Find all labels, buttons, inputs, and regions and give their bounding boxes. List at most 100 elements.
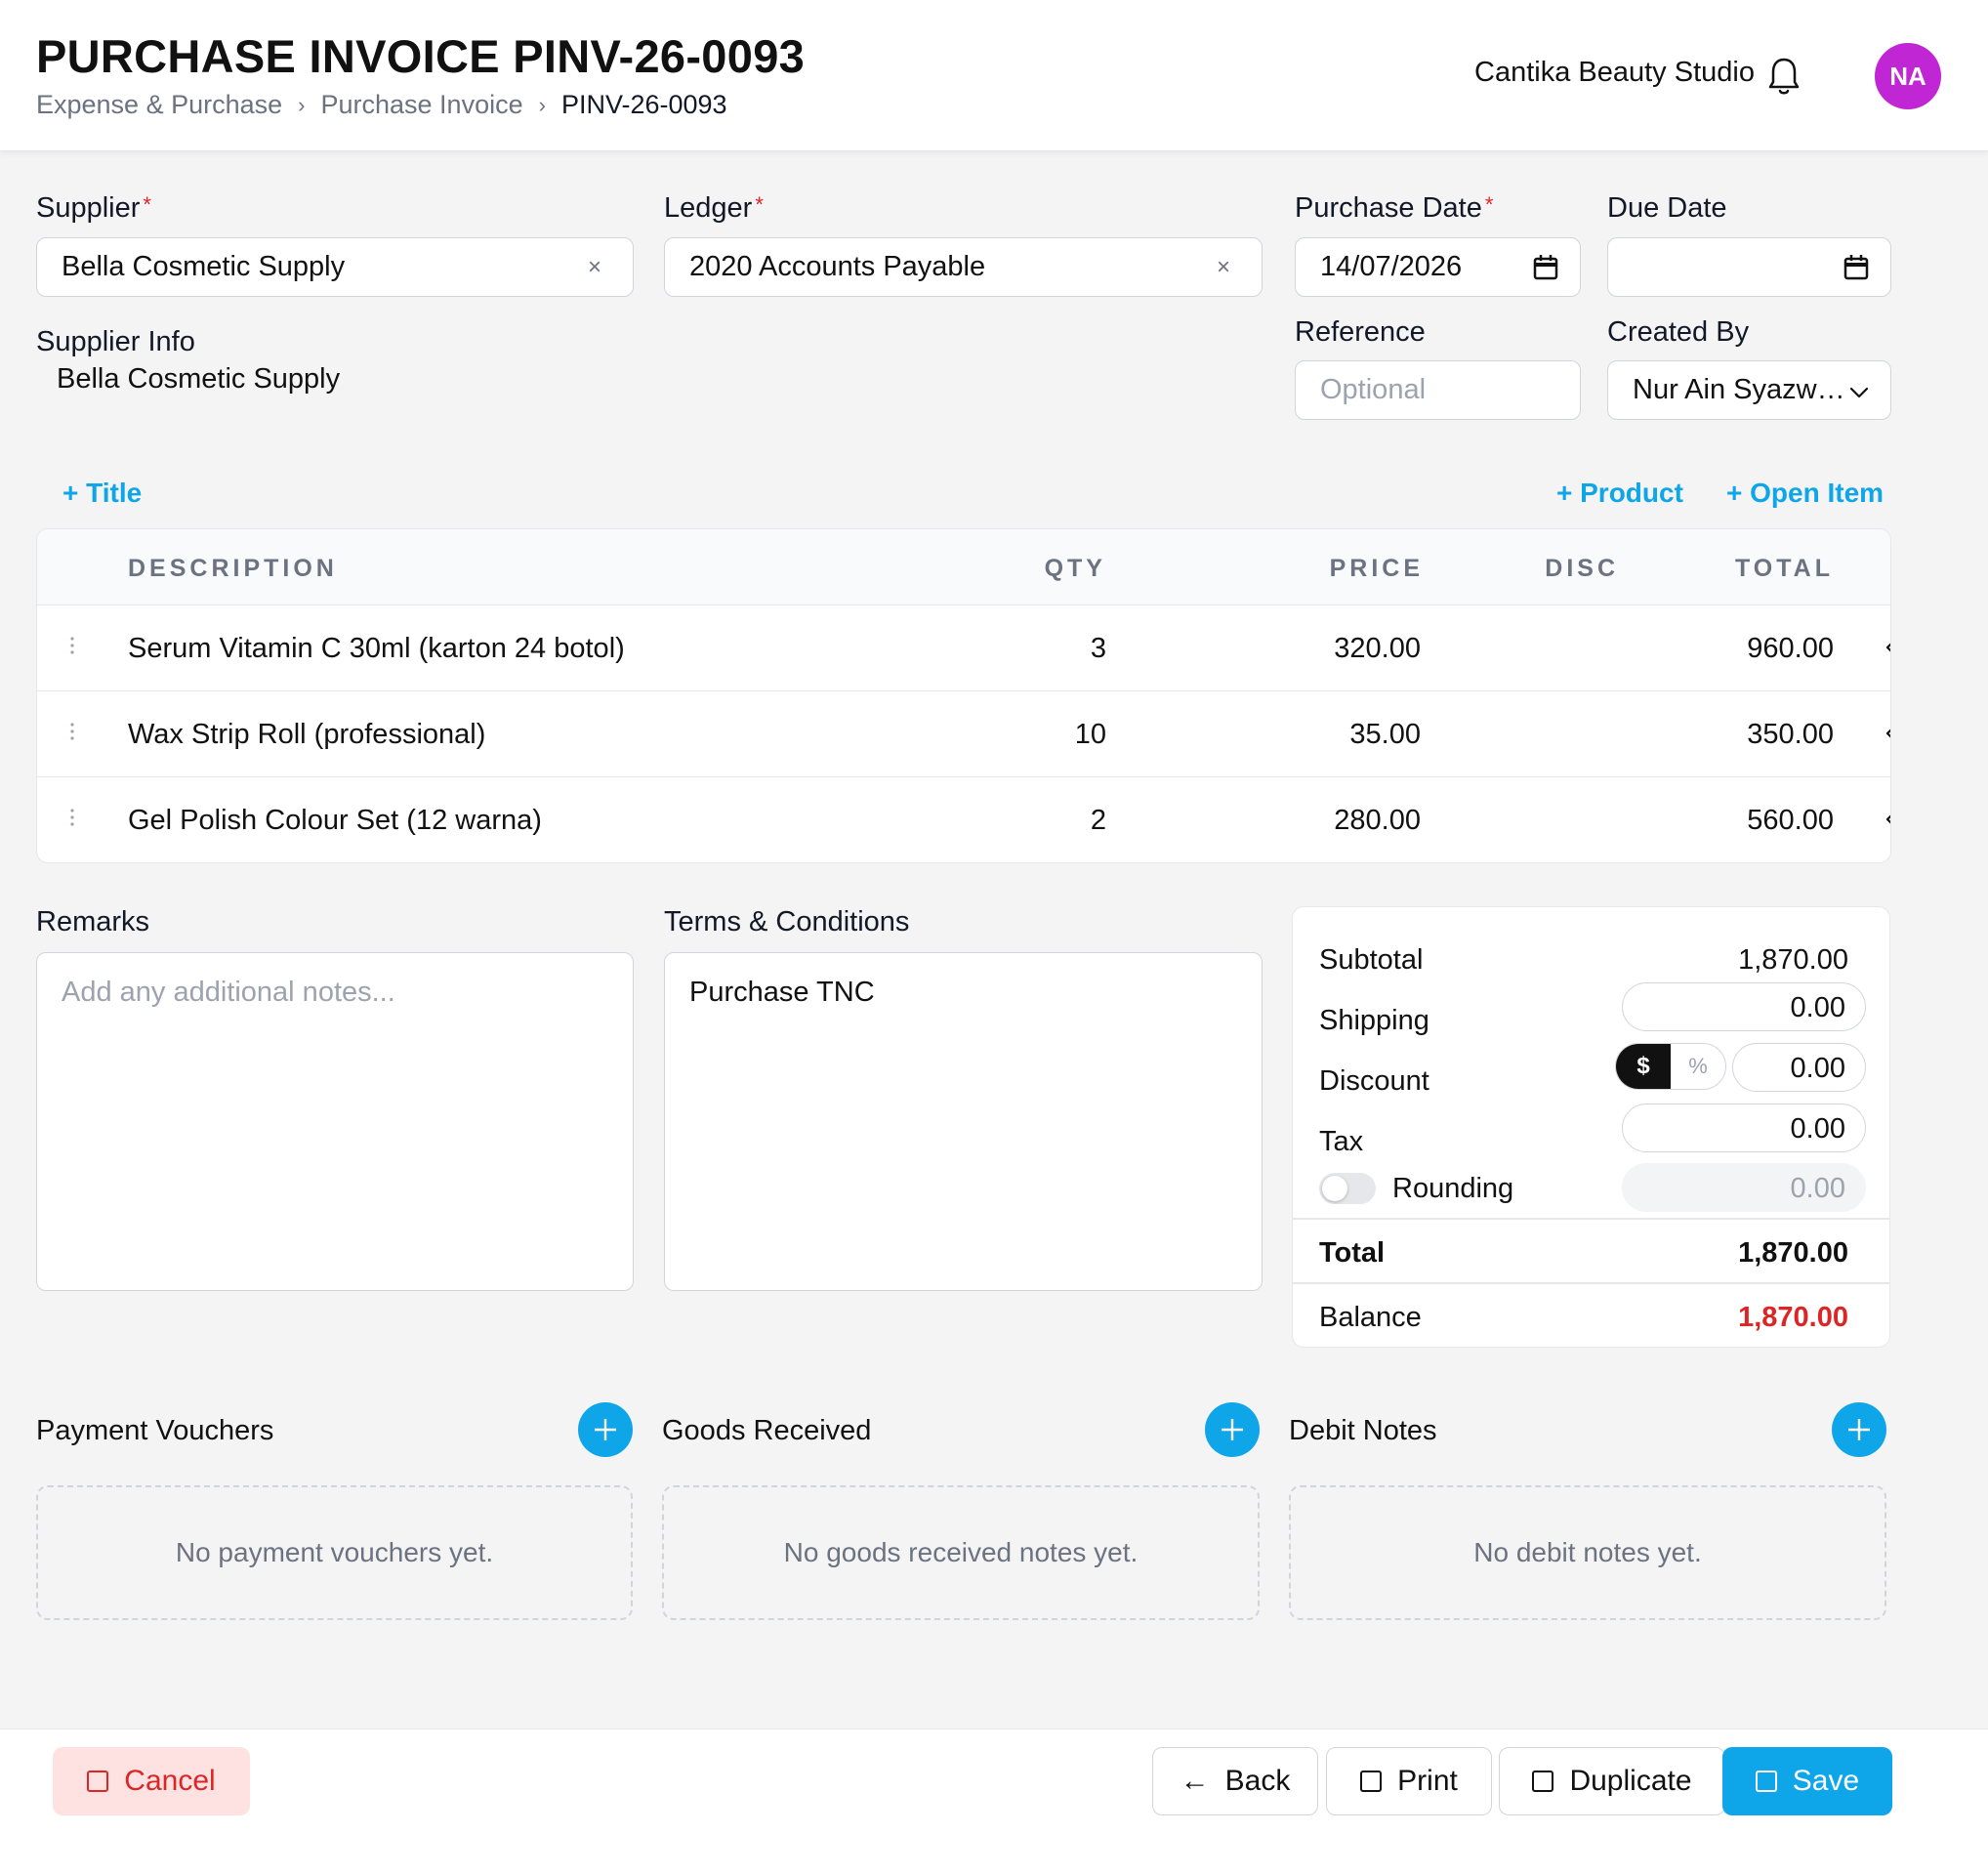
breadcrumb-item-current: PINV-26-0093 <box>560 90 727 119</box>
square-icon <box>1532 1771 1554 1792</box>
add-goods-received-button[interactable] <box>1205 1402 1260 1457</box>
save-label: Save <box>1792 1765 1860 1797</box>
goods-received-title: Goods Received <box>662 1415 872 1446</box>
square-icon <box>1755 1771 1777 1792</box>
shipping-input[interactable]: 0.00 <box>1622 982 1866 1031</box>
created-by-label: Created By <box>1607 316 1750 348</box>
required-mark: * <box>1484 192 1494 217</box>
diamond-icon[interactable] <box>1884 804 1890 835</box>
print-button[interactable]: Print <box>1326 1747 1492 1815</box>
table-row: Wax Strip Roll (professional) 10 35.00 3… <box>37 691 1890 777</box>
total-label: Total <box>1319 1237 1386 1269</box>
discount-input[interactable]: 0.00 <box>1732 1043 1866 1092</box>
rounding-toggle[interactable] <box>1319 1173 1376 1204</box>
supplier-info-label: Supplier Info <box>36 326 195 357</box>
item-price[interactable]: 320.00 <box>1334 633 1421 664</box>
drag-handle-icon[interactable] <box>66 635 78 656</box>
item-total: 560.00 <box>1747 805 1834 836</box>
column-header-description: DESCRIPTION <box>128 555 338 582</box>
due-date-input[interactable] <box>1607 237 1891 297</box>
item-total: 960.00 <box>1747 633 1834 664</box>
duplicate-label: Duplicate <box>1569 1765 1692 1797</box>
ledger-value: 2020 Accounts Payable <box>689 251 986 282</box>
balance-value: 1,870.00 <box>1738 1302 1848 1333</box>
column-header-qty: QTY <box>1044 555 1106 582</box>
item-description[interactable]: Gel Polish Colour Set (12 warna) <box>128 805 542 836</box>
square-icon <box>1360 1771 1383 1792</box>
diamond-icon[interactable] <box>1884 718 1890 749</box>
item-description[interactable]: Serum Vitamin C 30ml (karton 24 botol) <box>128 633 625 664</box>
add-debit-note-button[interactable] <box>1832 1402 1886 1457</box>
created-by-select[interactable]: Nur Ain Syazw… <box>1607 360 1891 420</box>
supplier-label: Supplier * <box>36 192 151 224</box>
item-description[interactable]: Wax Strip Roll (professional) <box>128 719 486 750</box>
clear-icon[interactable]: × <box>588 254 602 280</box>
calendar-icon[interactable] <box>1843 254 1869 281</box>
print-label: Print <box>1397 1765 1458 1797</box>
column-header-disc: DISC <box>1545 555 1619 582</box>
toggle-knob <box>1322 1176 1347 1201</box>
remarks-label: Remarks <box>36 906 150 938</box>
divider <box>1293 1282 1889 1284</box>
breadcrumb-item-purchase-invoice[interactable]: Purchase Invoice <box>320 90 523 119</box>
plus-icon <box>1848 1419 1870 1440</box>
purchase-date-input[interactable]: 14/07/2026 <box>1295 237 1581 297</box>
reference-label: Reference <box>1295 316 1426 348</box>
purchase-date-value: 14/07/2026 <box>1320 251 1463 282</box>
duplicate-button[interactable]: Duplicate <box>1499 1747 1725 1815</box>
item-qty[interactable]: 10 <box>1074 719 1106 750</box>
cancel-label: Cancel <box>124 1765 216 1797</box>
clear-icon[interactable]: × <box>1217 254 1231 280</box>
item-total: 350.00 <box>1747 719 1834 750</box>
square-icon <box>87 1771 109 1792</box>
ledger-select[interactable]: 2020 Accounts Payable × <box>664 237 1263 297</box>
created-by-value: Nur Ain Syazw… <box>1633 374 1845 405</box>
drag-handle-icon[interactable] <box>66 721 78 742</box>
line-items-table: DESCRIPTION QTY PRICE DISC TOTAL Serum V… <box>36 528 1891 863</box>
supplier-value: Bella Cosmetic Supply <box>62 251 346 282</box>
breadcrumb: Expense & Purchase › Purchase Invoice › … <box>36 90 727 120</box>
discount-mode-amount[interactable]: $ <box>1616 1044 1671 1089</box>
add-product-button[interactable]: + Product <box>1556 478 1683 508</box>
table-header: DESCRIPTION QTY PRICE DISC TOTAL <box>37 529 1890 605</box>
rounding-label: Rounding <box>1392 1173 1514 1204</box>
user-avatar[interactable]: NA <box>1875 43 1941 109</box>
column-header-price: PRICE <box>1329 555 1424 582</box>
payment-vouchers-title: Payment Vouchers <box>36 1415 274 1446</box>
rounding-input: 0.00 <box>1622 1163 1866 1212</box>
terms-value: Purchase TNC <box>689 977 875 1008</box>
item-qty[interactable]: 3 <box>1090 633 1106 664</box>
remarks-placeholder: Add any additional notes... <box>62 977 395 1008</box>
calendar-icon[interactable] <box>1533 254 1558 281</box>
item-qty[interactable]: 2 <box>1090 805 1106 836</box>
shipping-label: Shipping <box>1319 1005 1429 1036</box>
item-price[interactable]: 35.00 <box>1349 719 1421 750</box>
reference-input[interactable]: Optional <box>1295 360 1581 420</box>
discount-mode-percent[interactable]: % <box>1688 1054 1708 1078</box>
add-open-item-button[interactable]: + Open Item <box>1726 478 1884 508</box>
payment-vouchers-empty-state: No payment vouchers yet. <box>36 1485 633 1620</box>
page-header: PURCHASE INVOICE PINV-26-0093 Expense & … <box>0 0 1988 151</box>
company-name[interactable]: Cantika Beauty Studio <box>1474 57 1755 88</box>
page-title: PURCHASE INVOICE PINV-26-0093 <box>36 30 806 82</box>
terms-textarea[interactable]: Purchase TNC <box>664 952 1263 1291</box>
breadcrumb-separator: › <box>298 92 306 117</box>
back-button[interactable]: ← Back <box>1152 1747 1318 1815</box>
divider <box>1293 1218 1889 1220</box>
table-row: Serum Vitamin C 30ml (karton 24 botol) 3… <box>37 605 1890 691</box>
bell-icon[interactable] <box>1767 57 1801 96</box>
purchase-date-label: Purchase Date * <box>1295 192 1494 224</box>
cancel-button[interactable]: Cancel <box>53 1747 250 1815</box>
remarks-textarea[interactable]: Add any additional notes... <box>36 952 634 1291</box>
tax-input[interactable]: 0.00 <box>1622 1104 1866 1152</box>
supplier-select[interactable]: Bella Cosmetic Supply × <box>36 237 634 297</box>
subtotal-label: Subtotal <box>1319 944 1424 976</box>
save-button[interactable]: Save <box>1722 1747 1892 1815</box>
breadcrumb-item-expense-purchase[interactable]: Expense & Purchase <box>36 90 283 119</box>
add-title-button[interactable]: + Title <box>62 478 143 508</box>
goods-received-empty-state: No goods received notes yet. <box>662 1485 1260 1620</box>
add-payment-voucher-button[interactable] <box>578 1402 633 1457</box>
diamond-icon[interactable] <box>1884 632 1890 663</box>
item-price[interactable]: 280.00 <box>1334 805 1421 836</box>
drag-handle-icon[interactable] <box>66 807 78 828</box>
